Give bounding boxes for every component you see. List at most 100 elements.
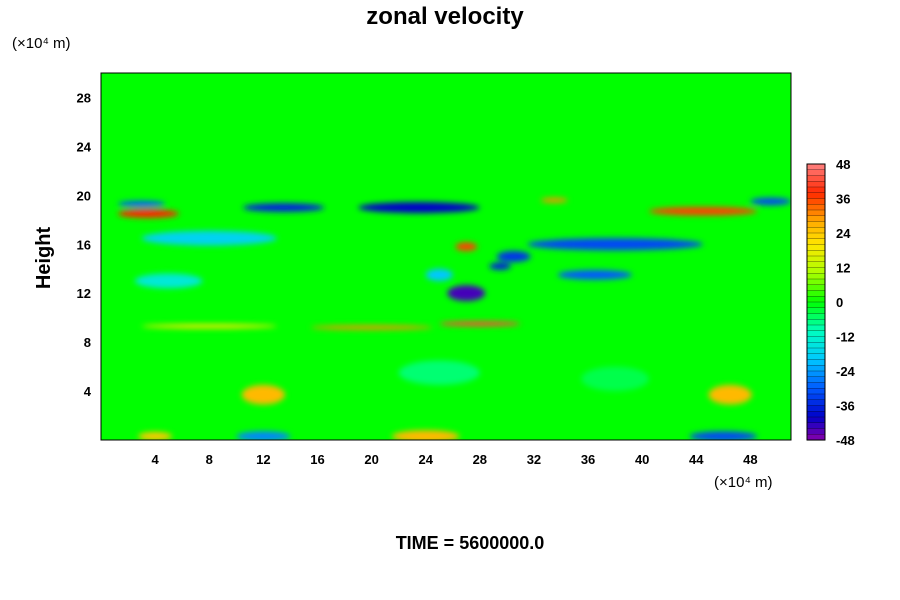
velocity-feature-13 (425, 268, 453, 281)
velocity-feature-7 (527, 238, 704, 251)
chart-title: zonal velocity (366, 3, 524, 30)
velocity-feature-14 (439, 321, 521, 327)
x-axis-unit: (×10⁴ m) (714, 474, 773, 491)
y-tick-label: 28 (77, 90, 91, 105)
colorbar-tick-label: 36 (836, 192, 850, 207)
x-tick-label: 28 (473, 452, 487, 467)
plot-background (101, 73, 791, 440)
colorbar-swatch (806, 296, 826, 303)
velocity-feature-2 (750, 197, 791, 206)
velocity-feature-22 (138, 432, 173, 440)
colorbar-swatch (806, 422, 826, 430)
velocity-feature-9 (496, 250, 531, 263)
colorbar-swatch (806, 250, 826, 257)
colorbar-swatch (806, 330, 826, 338)
y-tick-label: 24 (77, 139, 92, 154)
velocity-feature-11 (489, 262, 511, 270)
y-tick-label: 20 (77, 188, 91, 203)
colorbar-tick-label: -48 (836, 433, 855, 448)
y-axis-unit: (×10⁴ m) (12, 35, 71, 52)
x-tick-label: 4 (152, 452, 160, 467)
colorbar-swatch (806, 434, 826, 441)
y-tick-label: 8 (84, 335, 91, 350)
colorbar-swatch (806, 376, 826, 384)
colorbar-swatch (806, 186, 826, 194)
colorbar-swatch (806, 209, 826, 217)
colorbar-swatch (806, 319, 826, 326)
colorbar: 48 36 24 12 0 -12 -24 -36 -48 (806, 157, 856, 448)
velocity-feature-1 (243, 203, 325, 212)
colorbar-swatch (806, 273, 826, 280)
colorbar-swatch (806, 255, 826, 263)
colorbar-swatch (806, 313, 826, 320)
colorbar-swatch (806, 416, 826, 424)
colorbar-swatch (806, 261, 826, 269)
colorbar-tick-label: -24 (836, 364, 856, 379)
colorbar-swatch (806, 227, 826, 234)
colorbar-swatch (806, 215, 826, 223)
y-tick-label: 12 (77, 286, 91, 301)
colorbar-swatch (806, 284, 826, 292)
velocity-feature-26 (581, 366, 649, 392)
colorbar-swatch (806, 405, 826, 412)
colorbar-swatch (806, 221, 826, 228)
colorbar-tick-label: 48 (836, 157, 850, 172)
colorbar-swatch (806, 301, 826, 309)
x-tick-label: 40 (635, 452, 649, 467)
x-tick-label: 36 (581, 452, 595, 467)
colorbar-swatch (806, 163, 826, 171)
colorbar-swatch (806, 342, 826, 349)
x-tick-label: 32 (527, 452, 541, 467)
velocity-feature-6 (540, 197, 568, 203)
velocity-features (117, 197, 791, 440)
colorbar-swatch (806, 278, 826, 286)
plot-frame (100, 72, 792, 441)
velocity-feature-4 (117, 209, 179, 218)
x-tick-label: 12 (256, 452, 270, 467)
colorbar-frame (806, 163, 826, 441)
colorbar-swatch (806, 232, 826, 240)
time-label: TIME = 5600000.0 (396, 533, 545, 553)
colorbar-swatch (806, 204, 826, 211)
colorbar-swatch (806, 307, 826, 315)
x-tick-label: 48 (743, 452, 757, 467)
colorbar-swatch (806, 244, 826, 251)
colorbar-swatch (806, 393, 826, 401)
y-tick-label: 4 (84, 384, 92, 399)
colorbar-tick-label: 24 (836, 226, 851, 241)
colorbar-tick-label: -12 (836, 330, 855, 345)
x-tick-label: 16 (310, 452, 324, 467)
velocity-feature-15 (310, 325, 433, 330)
colorbar-swatch (806, 411, 826, 418)
velocity-feature-8 (557, 269, 633, 280)
colorbar-swatch (806, 370, 826, 378)
colorbar-swatch (806, 365, 826, 372)
colorbar-tick-label: 12 (836, 261, 850, 276)
y-axis: 4 8 12 16 20 24 28 (77, 90, 92, 399)
velocity-feature-24 (689, 431, 758, 440)
velocity-feature-17 (141, 230, 277, 246)
velocity-feature-10 (447, 285, 486, 302)
colorbar-swatch (806, 267, 826, 274)
velocity-feature-21 (391, 430, 460, 440)
velocity-feature-25 (398, 360, 480, 385)
velocity-feature-23 (236, 431, 291, 440)
colorbar-swatch (806, 428, 826, 435)
colorbar-swatch (806, 181, 826, 188)
colorbar-swatch (806, 198, 826, 205)
velocity-feature-20 (708, 384, 752, 405)
colorbar-swatch (806, 336, 826, 343)
velocity-feature-12 (455, 242, 478, 251)
y-tick-label: 16 (77, 237, 91, 252)
x-tick-label: 20 (364, 452, 378, 467)
x-axis: 4 8 12 16 20 24 28 32 36 40 44 48 (152, 452, 758, 467)
plot-area (100, 72, 792, 441)
colorbar-swatch (806, 353, 826, 361)
velocity-feature-18 (134, 273, 203, 289)
colorbar-tick-label: -36 (836, 399, 855, 414)
colorbar-swatch (806, 359, 826, 366)
y-axis-label: Height (33, 227, 55, 290)
colorbar-swatch (806, 347, 826, 355)
velocity-feature-0 (358, 202, 480, 214)
